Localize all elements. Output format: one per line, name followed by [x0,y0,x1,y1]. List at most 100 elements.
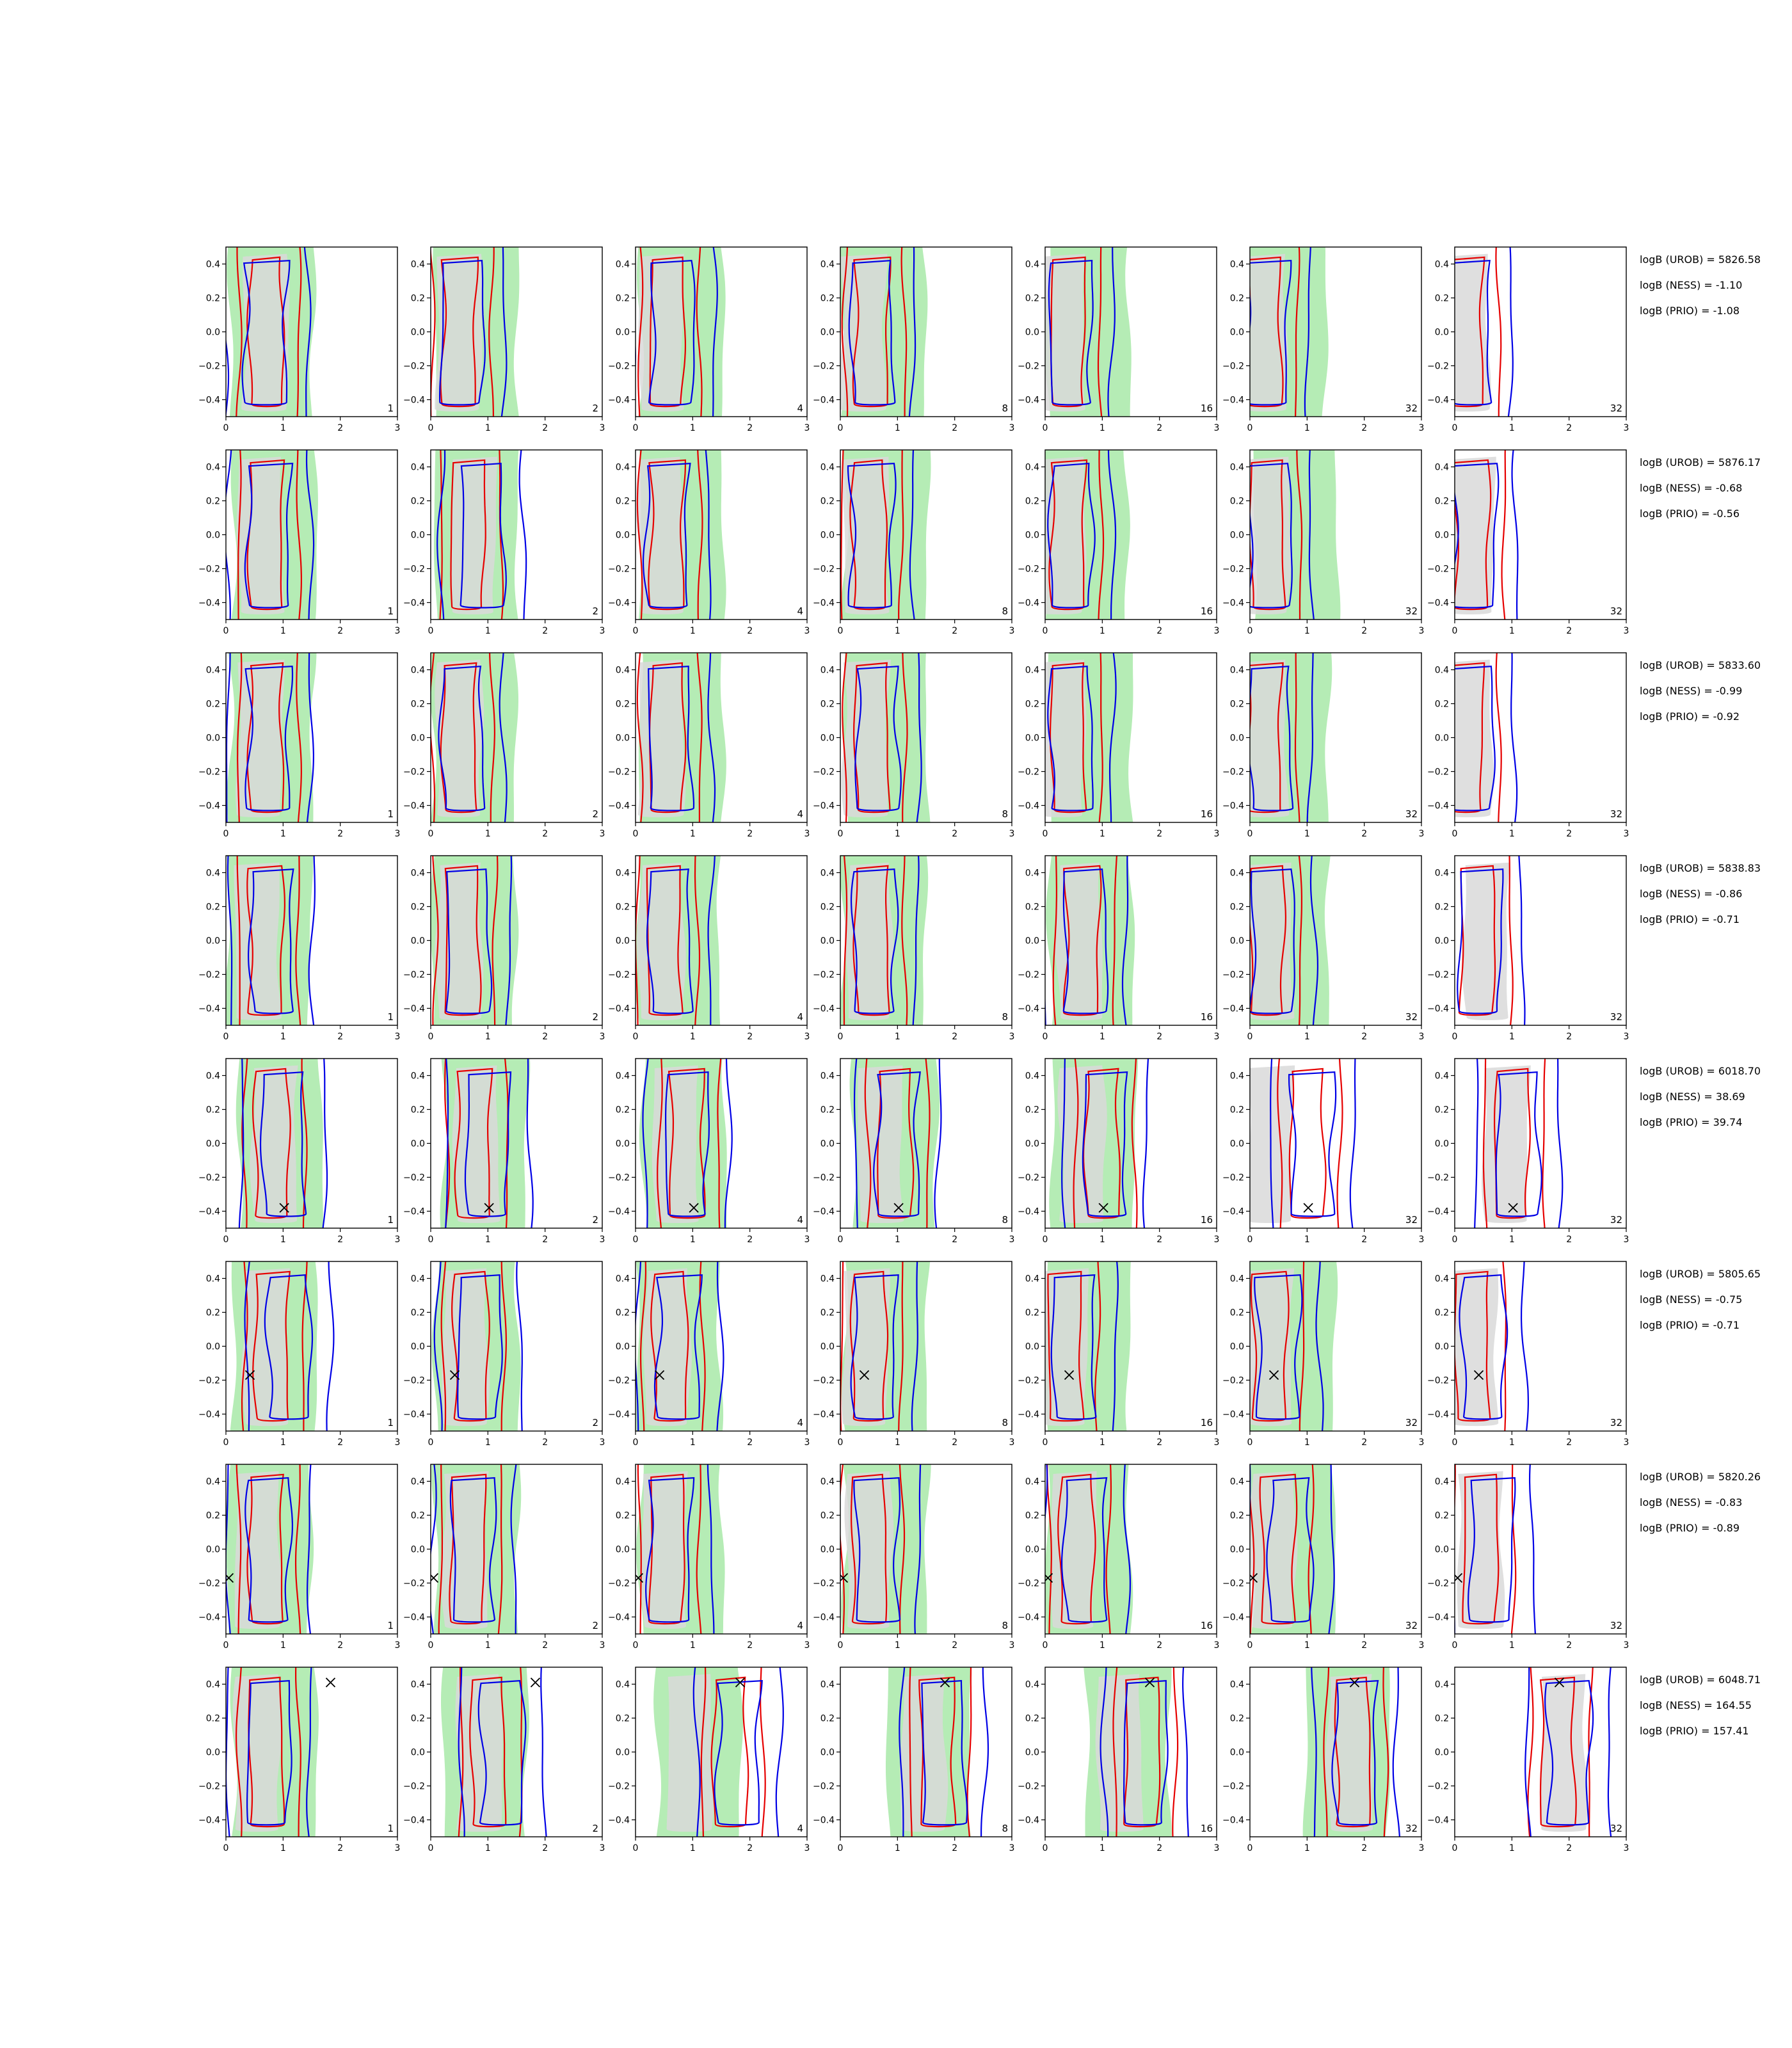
y-tick-label: 0.2 [1025,497,1039,507]
y-tick-label: −0.2 [403,767,425,778]
panel-count-label: 1 [387,1823,394,1834]
y-tick-label: −0.4 [1018,396,1039,406]
y-tick-label: −0.2 [813,1782,835,1792]
panel-r7-c3: −0.4 −0.2 0.0 0.2 0.4 0 1 2 34 [608,1464,810,1651]
red-contour-inner [440,256,479,408]
x-tick-label: 1 [690,1032,696,1042]
red-contour-outer [236,856,301,1025]
y-tick-label: −0.2 [198,767,220,778]
panel-count-label: 32 [1610,1214,1622,1226]
gray-region [1250,1471,1298,1629]
true-value-marker [1250,1572,1258,1583]
x-tick-label: 1 [280,626,286,636]
y-tick-label: −0.2 [403,1579,425,1589]
x-tick-label: 0 [1452,1640,1458,1651]
logb-label-r8-1: logB (UROB) = 6048.71 [1640,1674,1761,1686]
x-tick-label: 2 [1156,1640,1162,1651]
panel-r1-c5: −0.4 −0.2 0.0 0.2 0.4 0 1 2 316 [1018,246,1219,433]
blue-contour-inner [244,1477,294,1623]
red-contour-outer [657,1059,722,1228]
x-tick-label: 2 [1361,423,1367,433]
x-tick-label: 1 [280,1640,286,1651]
y-tick-label: 0.4 [616,260,630,270]
true-value-marker [1455,1572,1463,1583]
red-contour-outer [1094,1261,1101,1431]
panel-count-label: 1 [387,1417,394,1428]
y-tick-label: −0.4 [608,1613,630,1623]
x-tick-label: 3 [395,1235,401,1245]
blue-contour-outer [1510,653,1518,822]
panel-count-label: 32 [1405,1823,1418,1834]
x-tick-label: 1 [690,1437,696,1448]
x-tick-label: 0 [1247,829,1253,839]
panel-r2-c1: −0.4−0.20.00.20.40 1 2 31 [198,449,400,636]
x-tick-label: 1 [1304,829,1310,839]
blue-contour-outer [1520,1261,1530,1431]
x-tick-label: 3 [1419,1235,1425,1245]
x-tick-label: 1 [1100,829,1105,839]
y-tick-label: −0.4 [813,1207,835,1217]
blue-contour-inner [648,666,695,812]
red-contour-outer [440,1261,508,1431]
red-contour-inner [1494,1068,1531,1219]
blue-contour-outer [705,450,712,620]
panel-count-label: 16 [1201,403,1213,414]
logb-label-r8-2: logB (NESS) = 164.55 [1640,1699,1752,1711]
y-tick-label: −0.2 [608,1173,630,1183]
red-contour-inner [649,256,687,408]
blue-contour-outer [1511,450,1519,620]
blue-contour-inner [1266,1477,1315,1623]
x-tick-label: 1 [1509,1843,1515,1853]
y-tick-label: −0.2 [1427,1376,1449,1386]
y-tick-label: 0.2 [206,700,220,710]
x-tick-label: 1 [690,1640,696,1651]
panel-r2-c6: −0.4 −0.2 0.0 0.2 0.4 0 1 2 332 [1222,449,1424,636]
x-tick-label: 3 [1009,1032,1015,1042]
x-tick-label: 1 [895,1640,900,1651]
panel-count-label: 16 [1201,1214,1213,1226]
x-tick-label: 2 [337,1843,343,1853]
y-tick-label: −0.4 [1427,1207,1449,1217]
blue-contour-outer [692,1667,784,1837]
y-tick-label: 0.0 [1230,1342,1244,1352]
y-tick-label: −0.2 [403,1782,425,1792]
x-tick-label: 0 [838,1640,844,1651]
red-contour-inner [252,1270,291,1422]
panel-r5-c1: −0.4−0.20.00.20.40 1 2 31 [198,1058,401,1245]
panel-r2-c7: −0.4 −0.2 0.0 0.2 0.4 0 1 2 332 [1427,449,1629,636]
blue-contour-inner [648,260,696,406]
y-tick-label: 0.4 [206,666,220,676]
panel-r5-c4: −0.4 −0.2 0.0 0.2 0.4 0 1 2 38 [813,1058,1014,1245]
y-tick-label: −0.4 [198,598,220,609]
true-value-marker [1064,1370,1075,1380]
panel-r1-c4: −0.4 −0.2 0.0 0.2 0.4 0 1 2 38 [813,246,1014,433]
y-tick-label: 0.4 [616,1071,630,1082]
x-tick-label: 3 [1624,1032,1629,1042]
blue-contour-outer [636,247,718,417]
logb-label-r7-3: logB (PRIO) = -0.89 [1640,1522,1740,1534]
panel-r7-c6: −0.4 −0.2 0.0 0.2 0.4 0 1 2 332 [1222,1464,1424,1651]
red-contour-outer [1294,653,1300,822]
true-value-marker [735,1677,746,1688]
y-tick-label: −0.2 [1018,970,1039,980]
y-tick-label: 0.0 [1435,1139,1449,1149]
y-tick-label: −0.2 [608,362,630,372]
red-contour-inner [1049,662,1087,813]
red-contour-outer [1052,856,1118,1025]
gray-region [638,253,684,412]
panel-count-label: 32 [1405,1620,1418,1631]
x-tick-label: 0 [633,829,639,839]
x-tick-label: 3 [1009,1640,1015,1651]
blue-contour-outer [1061,1059,1149,1228]
y-tick-label: 0.2 [1230,294,1244,304]
y-tick-label: 0.2 [206,497,220,507]
y-tick-label: 0.4 [820,260,835,270]
red-contour-inner [246,1473,284,1625]
x-tick-label: 1 [895,1843,900,1853]
y-tick-label: 0.0 [1230,936,1244,947]
x-tick-label: 3 [1624,829,1629,839]
y-tick-label: 0.2 [1230,497,1244,507]
y-tick-label: 0.2 [411,1714,425,1724]
x-tick-label: 3 [1009,1843,1015,1853]
